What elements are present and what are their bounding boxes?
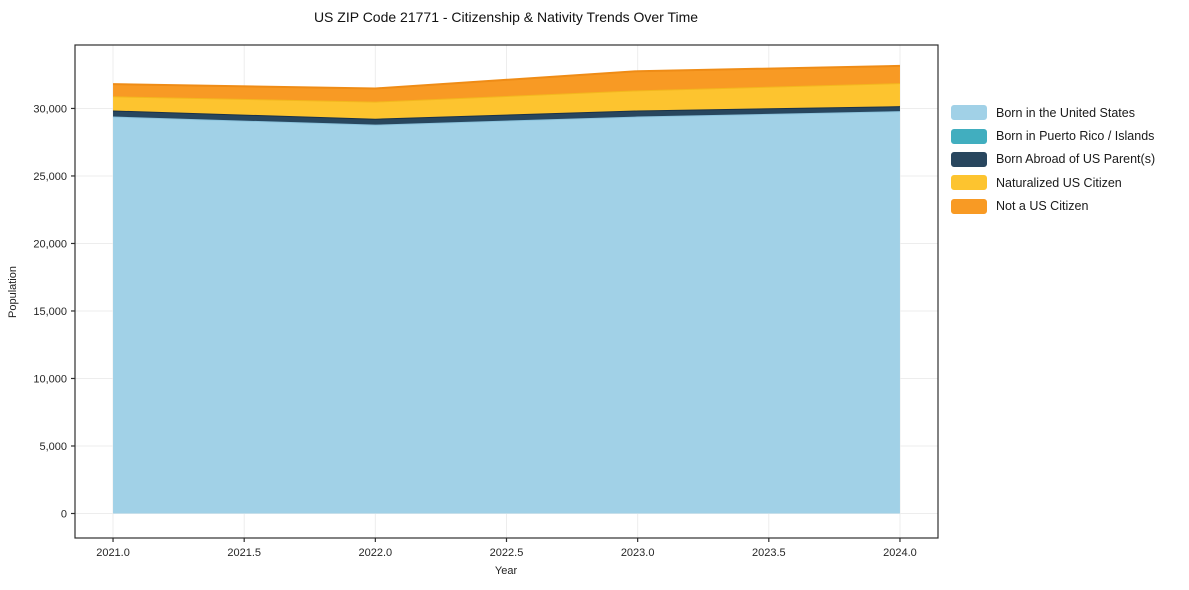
x-axis-label: Year <box>495 565 518 577</box>
y-tick-label: 5,000 <box>39 441 67 453</box>
legend-item: Not a US Citizen <box>951 195 1155 218</box>
x-tick-label: 2022.5 <box>490 547 524 559</box>
legend-swatch <box>951 198 987 214</box>
area-edge <box>113 64 900 90</box>
y-tick-label: 0 <box>61 508 67 520</box>
legend-swatch <box>951 175 987 191</box>
y-tick-label: 20,000 <box>33 238 67 250</box>
legend-swatch <box>951 105 987 121</box>
legend-label: Born Abroad of US Parent(s) <box>996 152 1156 167</box>
y-tick-label: 25,000 <box>33 171 67 183</box>
legend-item: Born Abroad of US Parent(s) <box>951 148 1155 171</box>
axis-ticks: 0 5,000 10,000 15,000 20,000 25,000 30,000 2021… <box>33 103 916 559</box>
y-tick-label: 10,000 <box>33 373 67 385</box>
x-tick-label: 2023.0 <box>621 547 655 559</box>
chart-title: US ZIP Code 21771 - Citizenship & Nativi… <box>314 9 698 25</box>
legend-label: Naturalized US Citizen <box>996 175 1122 190</box>
x-tick-label: 2021.5 <box>227 547 261 559</box>
y-tick-label: 30,000 <box>33 103 67 115</box>
legend-swatch <box>951 128 987 144</box>
x-tick-label: 2023.5 <box>752 547 786 559</box>
x-tick-label: 2021.0 <box>96 547 130 559</box>
legend-swatch <box>951 151 987 167</box>
x-tick-label: 2022.0 <box>359 547 393 559</box>
x-tick-label: 2024.0 <box>883 547 917 559</box>
legend-item: Born in the United States <box>951 101 1155 124</box>
area-born-in-the-united-states <box>113 111 900 514</box>
stacked-areas <box>113 64 900 514</box>
area-not-a-us-citizen <box>113 65 900 102</box>
area-naturalized-us-citizen <box>113 83 900 119</box>
legend-label: Born in Puerto Rico / Islands <box>996 129 1155 144</box>
y-tick-label: 15,000 <box>33 306 67 318</box>
legend-item: Naturalized US Citizen <box>951 171 1155 194</box>
legend-label: Born in the United States <box>996 105 1135 120</box>
legend: Born in the United States Born in Puerto … <box>951 101 1155 218</box>
legend-label: Not a US Citizen <box>996 199 1089 214</box>
y-axis-label: Population <box>7 266 19 318</box>
legend-item: Born in Puerto Rico / Islands <box>951 124 1155 147</box>
